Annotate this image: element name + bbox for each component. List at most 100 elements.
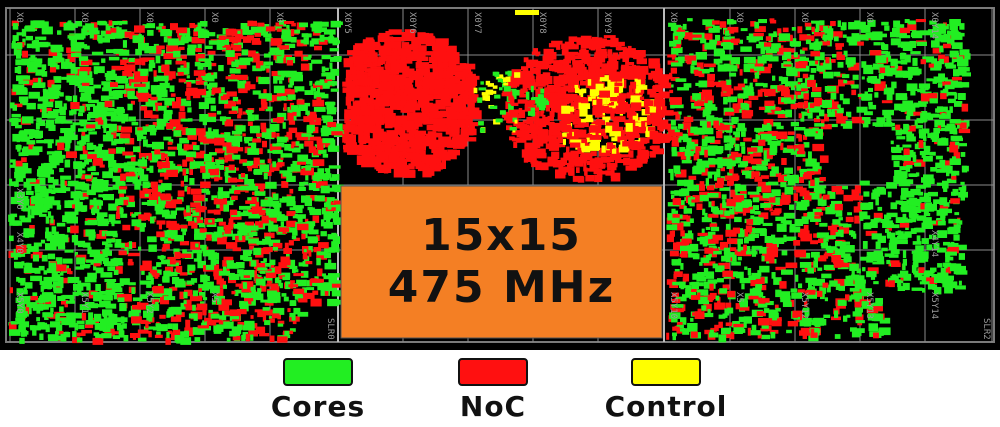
placement-cell [755, 134, 760, 141]
placement-cell [923, 146, 929, 152]
placement-cell [762, 193, 775, 199]
placement-cell [140, 174, 149, 182]
placement-cell [263, 89, 267, 95]
placement-cell [204, 45, 213, 49]
placement-cell [217, 297, 222, 305]
placement-cell [332, 217, 343, 223]
placement-cell [172, 101, 181, 109]
placement-cell [190, 241, 201, 250]
placement-cell [18, 277, 26, 283]
placement-cell [321, 27, 327, 32]
placement-cell [888, 280, 895, 288]
placement-cell [88, 27, 99, 35]
placement-cell [265, 269, 272, 273]
placement-cell [822, 194, 830, 200]
placement-cell [199, 150, 205, 154]
placement-cell [933, 76, 944, 82]
placement-cell [699, 120, 708, 126]
placement-cell [800, 327, 810, 332]
placement-cell [944, 84, 955, 90]
placement-cell [122, 134, 128, 138]
placement-cell [920, 59, 926, 65]
placement-cell [935, 162, 941, 169]
placement-cell [729, 208, 735, 215]
placement-cell [770, 19, 777, 24]
placement-cell [960, 181, 965, 185]
placement-cell [231, 29, 243, 37]
placement-cell [943, 56, 949, 63]
placement-cell [800, 228, 809, 235]
placement-cell [825, 235, 836, 240]
placement-cell [902, 250, 907, 258]
placement-cell [173, 50, 181, 58]
placement-cell [291, 235, 297, 240]
placement-cell [766, 104, 776, 110]
placement-cell [200, 244, 207, 249]
placement-cell [239, 303, 245, 312]
placement-cell [292, 111, 297, 120]
placement-cell [320, 21, 329, 27]
placement-cell [819, 155, 829, 163]
placement-cell [780, 142, 784, 151]
placement-cell [898, 129, 911, 135]
placement-cell [793, 193, 798, 201]
placement-cell [784, 167, 793, 174]
placement-cell [752, 139, 764, 143]
placement-cell [272, 161, 277, 168]
placement-cell [733, 325, 742, 331]
placement-cell [175, 55, 187, 59]
placement-cell [953, 69, 960, 77]
placement-cell [119, 192, 125, 200]
placement-cell [253, 157, 260, 165]
placement-cell [918, 275, 930, 281]
placement-cell [260, 122, 267, 130]
placement-cell [192, 290, 199, 297]
placement-cell [932, 78, 937, 84]
placement-cell [305, 174, 309, 181]
placement-cell [327, 206, 332, 210]
placement-cell [135, 48, 142, 56]
placement-cell [672, 281, 683, 286]
placement-cell [239, 205, 251, 210]
placement-cell [204, 132, 214, 137]
placement-cell [142, 186, 148, 195]
placement-cell [246, 163, 259, 169]
placement-cell [213, 198, 223, 205]
placement-cell [75, 21, 83, 27]
placement-cell [940, 93, 947, 100]
placement-cell [147, 29, 154, 36]
placement-cell [224, 132, 231, 138]
placement-cell [797, 26, 803, 34]
placement-cell [241, 49, 249, 56]
placement-cell [887, 232, 896, 239]
placement-cell [180, 38, 188, 42]
placement-cell [331, 241, 339, 249]
placement-cell [852, 233, 857, 239]
placement-cell [57, 189, 62, 193]
placement-cell [264, 61, 273, 66]
placement-cell [401, 159, 408, 168]
placement-cell [713, 58, 720, 65]
placement-cell [241, 281, 254, 287]
placement-cell [903, 273, 912, 281]
placement-cell [723, 107, 735, 116]
placement-cell [899, 222, 910, 228]
placement-cell [103, 81, 114, 89]
placement-cell [937, 221, 946, 226]
placement-cell [22, 146, 30, 151]
placement-cell [264, 320, 271, 326]
placement-cell [182, 159, 188, 167]
placement-cell [250, 315, 254, 319]
placement-cell [300, 102, 311, 107]
placement-cell [278, 80, 283, 84]
placement-cell [242, 162, 252, 166]
placement-cell [60, 175, 72, 180]
placement-cell [843, 50, 848, 57]
placement-cell [916, 172, 920, 177]
placement-cell [690, 331, 698, 338]
placement-cell [157, 120, 167, 126]
placement-cell [749, 193, 761, 198]
placement-cell [277, 214, 285, 220]
placement-cell [251, 206, 263, 214]
placement-cell [845, 216, 854, 223]
